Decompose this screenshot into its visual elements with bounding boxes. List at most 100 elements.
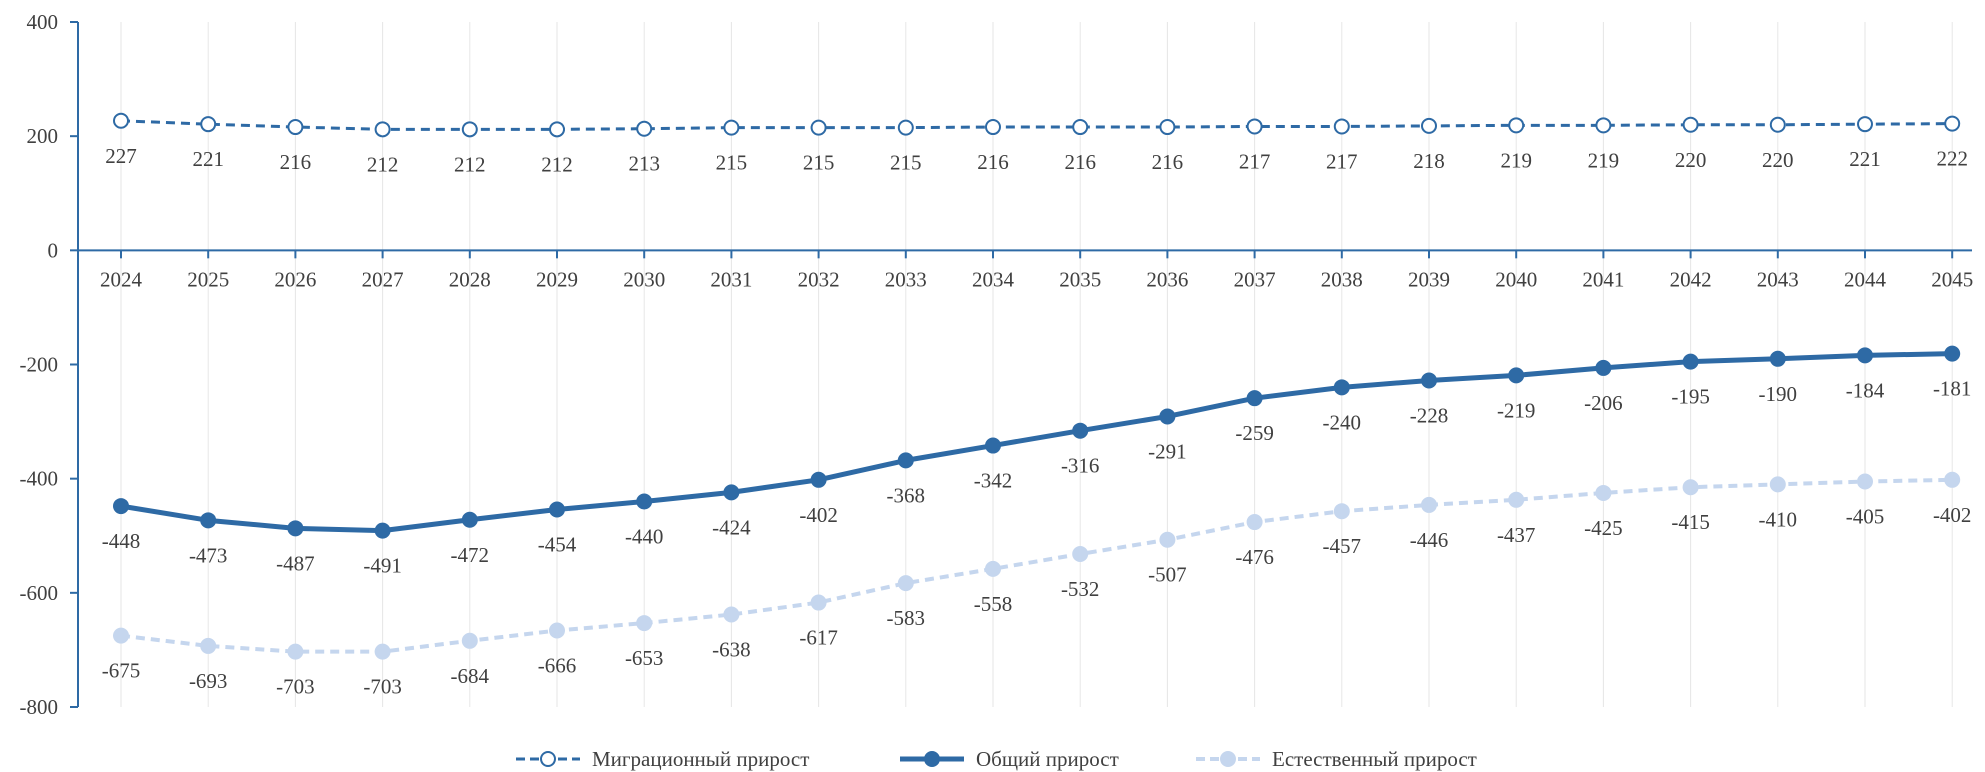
data-label: 219 xyxy=(1588,148,1620,172)
data-label: -259 xyxy=(1235,421,1274,445)
data-label: -532 xyxy=(1061,577,1100,601)
x-tick-label: 2042 xyxy=(1670,267,1712,291)
data-label: -472 xyxy=(451,543,490,567)
series-layer xyxy=(113,112,1961,660)
data-point xyxy=(549,121,565,138)
data-label: -440 xyxy=(625,525,664,549)
data-point xyxy=(1072,119,1089,136)
data-point xyxy=(1944,471,1961,488)
x-tick-label: 2030 xyxy=(623,267,665,291)
data-point xyxy=(1508,367,1525,384)
data-point xyxy=(287,119,304,136)
series-line-0 xyxy=(120,119,1953,131)
data-point xyxy=(1682,116,1699,133)
data-point xyxy=(1769,116,1786,133)
data-point xyxy=(1072,422,1089,439)
data-point xyxy=(549,622,565,639)
legend-label-1: Общий прирост xyxy=(976,747,1119,771)
data-label: -425 xyxy=(1584,516,1623,540)
data-point xyxy=(985,437,1001,454)
data-point xyxy=(113,112,129,129)
data-point xyxy=(549,501,565,518)
data-label: -476 xyxy=(1235,545,1274,569)
data-point xyxy=(1333,503,1350,520)
data-label: -410 xyxy=(1759,507,1798,531)
data-point xyxy=(1421,372,1437,389)
data-label: -402 xyxy=(799,503,838,527)
data-label: -558 xyxy=(974,592,1013,616)
data-label: -638 xyxy=(712,638,751,662)
data-label: 222 xyxy=(1936,147,1968,171)
legend-marker-1 xyxy=(924,751,940,767)
data-label: 216 xyxy=(280,150,312,174)
data-label: -457 xyxy=(1323,534,1362,558)
data-point xyxy=(985,560,1001,577)
x-tick-label: 2025 xyxy=(187,267,229,291)
y-tick-label: -800 xyxy=(20,695,59,719)
data-point xyxy=(810,594,827,611)
data-point xyxy=(1595,484,1612,501)
data-label: 220 xyxy=(1762,148,1794,172)
data-point xyxy=(113,498,129,515)
legend-marker-0 xyxy=(540,751,556,767)
data-label: 217 xyxy=(1239,149,1271,173)
x-tick-label: 2044 xyxy=(1844,267,1887,291)
data-label: -424 xyxy=(712,515,751,539)
x-tick-label: 2028 xyxy=(449,267,491,291)
data-label: -405 xyxy=(1846,505,1885,529)
data-point xyxy=(461,632,478,649)
data-point xyxy=(636,615,653,632)
data-label: -291 xyxy=(1148,439,1187,463)
data-label: 213 xyxy=(628,152,660,176)
data-label: 216 xyxy=(1064,150,1096,174)
data-point xyxy=(1769,476,1786,493)
x-tick-label: 2033 xyxy=(885,267,927,291)
x-tick-label: 2029 xyxy=(536,267,578,291)
data-point xyxy=(287,643,304,660)
data-point xyxy=(1857,347,1873,364)
data-label: 221 xyxy=(192,147,224,171)
data-point xyxy=(200,116,217,133)
x-tick-label: 2032 xyxy=(798,267,840,291)
data-point xyxy=(200,512,217,529)
data-label: -228 xyxy=(1410,403,1449,427)
data-point xyxy=(374,643,391,660)
x-tick-label: 2024 xyxy=(100,267,143,291)
y-tick-label: 200 xyxy=(27,124,59,148)
data-label: -206 xyxy=(1584,391,1623,415)
legend: Миграционный прирост Общий прирост Естеств… xyxy=(516,747,1477,771)
x-tick-label: 2043 xyxy=(1757,267,1799,291)
x-tick-label: 2036 xyxy=(1146,267,1188,291)
data-point xyxy=(810,471,827,488)
x-tick-label: 2039 xyxy=(1408,267,1450,291)
data-point xyxy=(1333,379,1350,396)
data-label: -316 xyxy=(1061,454,1100,478)
y-tick-label: 400 xyxy=(27,10,59,34)
data-label: 212 xyxy=(541,152,573,176)
data-label: 215 xyxy=(716,151,748,175)
data-label: -240 xyxy=(1323,410,1362,434)
data-label: -487 xyxy=(276,551,315,575)
data-label: -684 xyxy=(451,664,490,688)
data-label: 212 xyxy=(367,152,399,176)
data-label: 216 xyxy=(1152,150,1184,174)
legend-marker-2 xyxy=(1220,751,1236,767)
data-point xyxy=(1333,118,1350,135)
x-tick-label: 2035 xyxy=(1059,267,1101,291)
series-line-1 xyxy=(120,351,1953,534)
data-point xyxy=(1944,115,1961,132)
data-label: -491 xyxy=(363,554,402,578)
data-point xyxy=(897,452,914,469)
data-label: 221 xyxy=(1849,147,1881,171)
data-point xyxy=(374,121,391,138)
data-label: -693 xyxy=(189,669,228,693)
data-label: -703 xyxy=(363,675,402,699)
legend-label-2: Естественный прирост xyxy=(1272,747,1477,771)
data-label: -342 xyxy=(974,469,1013,493)
data-label: 218 xyxy=(1413,149,1445,173)
data-label: 215 xyxy=(803,151,835,175)
data-labels: 227 221 216 212 212 212 213 215 215 215 216 216 216 2… xyxy=(102,144,1972,699)
data-point xyxy=(1246,514,1263,531)
x-tick-label: 2027 xyxy=(362,267,404,291)
x-tick-label: 2037 xyxy=(1234,267,1276,291)
